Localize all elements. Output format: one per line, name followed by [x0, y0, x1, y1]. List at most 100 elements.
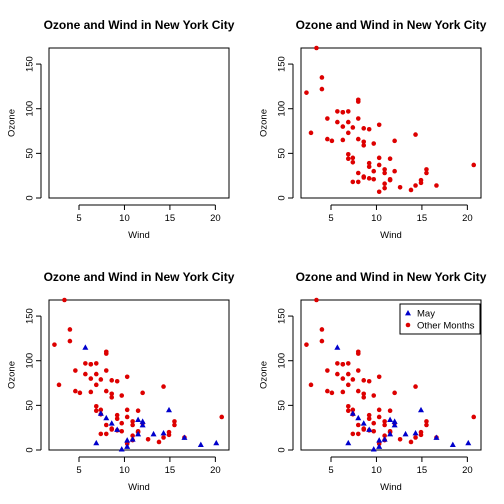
data-point-other [361, 174, 367, 179]
data-point-may [387, 416, 394, 423]
data-point-other [124, 414, 130, 420]
data-point-other [67, 327, 73, 332]
data-point-may [355, 414, 362, 421]
plot-frame [48, 47, 230, 199]
data-point-other [83, 361, 88, 366]
legend-label: May [417, 309, 435, 320]
data-point-other [355, 136, 361, 142]
data-point-other [124, 407, 130, 413]
data-point-other [355, 388, 361, 394]
data-point-may [349, 410, 356, 416]
data-point-other [418, 177, 424, 183]
legend-label: Other Months [417, 321, 475, 332]
data-point-other [119, 393, 125, 398]
y-axis-label: Ozone [7, 361, 18, 389]
y-tick-label: 50 [277, 400, 288, 411]
data-point-other [345, 109, 351, 114]
data-point-other [397, 436, 403, 442]
plot-frame [300, 47, 482, 199]
y-axis-label: Ozone [7, 109, 18, 137]
data-point-other [397, 184, 403, 190]
data-point-other [345, 361, 351, 366]
data-point-other [382, 422, 387, 428]
data-point-other [366, 164, 372, 170]
data-point-other [109, 378, 115, 383]
data-point-other [119, 420, 125, 426]
data-point-may [181, 434, 188, 440]
y-tick-label: 150 [277, 56, 288, 72]
data-point-other [109, 391, 115, 397]
data-point-other [308, 130, 314, 136]
data-point-may [391, 422, 398, 428]
data-point-may [360, 420, 367, 426]
x-tick-label: 20 [210, 465, 221, 476]
data-point-may [129, 436, 136, 442]
data-point-other [361, 143, 367, 148]
data-point-other [371, 176, 377, 182]
x-tick-label: 5 [76, 213, 81, 224]
data-point-may [381, 436, 388, 442]
data-point-other [130, 433, 135, 439]
data-point-other [340, 376, 346, 381]
data-point-other [376, 407, 382, 413]
data-point-other [413, 132, 418, 137]
data-point-may [103, 414, 110, 421]
data-point-other [366, 378, 372, 384]
data-point-other [62, 297, 67, 303]
data-point-may [82, 344, 89, 350]
data-point-other [350, 155, 356, 161]
data-point-other [98, 431, 104, 437]
data-point-other [156, 439, 162, 445]
data-point-other [329, 390, 335, 396]
data-point-other [382, 181, 387, 187]
x-tick-label: 10 [119, 465, 130, 476]
data-point-other [413, 384, 418, 389]
data-point-may [97, 410, 104, 416]
data-point-other [355, 170, 361, 176]
data-point-other [366, 160, 372, 166]
data-point-other [73, 388, 78, 394]
data-point-may [166, 406, 172, 413]
data-point-other [93, 408, 99, 414]
chart-panel-1: Ozone and Wind in New York City 5 10 15 20 0 5… [7, 18, 235, 241]
x-axis-label: Wind [128, 230, 150, 241]
data-point-may [376, 443, 383, 449]
data-point-may [93, 439, 100, 446]
y-tick-label: 100 [277, 101, 288, 117]
data-point-other [382, 170, 387, 176]
data-point-may [139, 418, 146, 424]
data-point-other [355, 116, 361, 121]
data-point-other [355, 99, 361, 104]
data-point-may [345, 439, 352, 446]
data-point-other [387, 156, 393, 162]
data-point-other [350, 159, 356, 165]
data-point-other [103, 431, 109, 437]
data-point-other [103, 368, 109, 373]
data-point-may [412, 430, 419, 436]
data-point-other [387, 176, 393, 182]
data-point-other [376, 414, 382, 420]
data-point-may [334, 344, 341, 350]
plot-frame [300, 299, 482, 451]
y-axis-label: Ozone [259, 361, 270, 389]
data-point-other [114, 412, 120, 418]
y-axis-label: Ozone [259, 109, 270, 137]
data-point-other [325, 388, 330, 394]
data-point-other [135, 408, 141, 414]
data-point-other [361, 139, 367, 145]
data-point-other [77, 390, 83, 396]
data-point-other [350, 377, 356, 382]
data-point-other [340, 109, 346, 115]
data-point-other [319, 86, 325, 92]
data-point-other [345, 130, 351, 136]
x-axis-label: Wind [128, 482, 150, 493]
data-point-other [130, 419, 135, 424]
data-point-other [382, 185, 387, 191]
x-tick-label: 5 [328, 213, 333, 224]
data-point-other [304, 342, 309, 347]
data-point-other [361, 395, 367, 400]
data-point-other [371, 168, 377, 174]
data-point-other [88, 376, 94, 381]
data-point-other [88, 361, 94, 367]
